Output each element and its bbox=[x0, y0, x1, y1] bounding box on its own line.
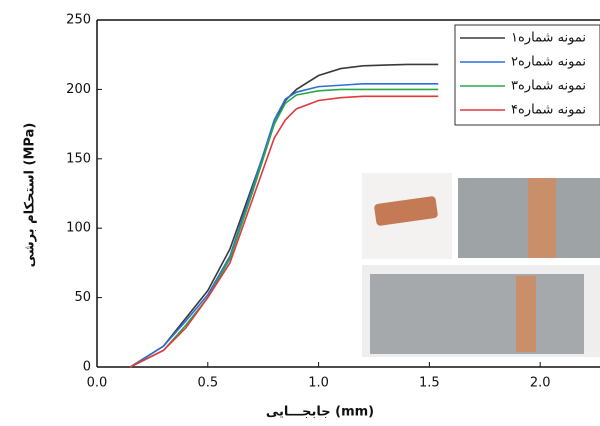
x-tick-label: 0.0 bbox=[87, 376, 108, 391]
x-tick-label: 1.5 bbox=[419, 376, 440, 391]
x-tick-label: 2.0 bbox=[530, 376, 551, 391]
y-tick-label: 100 bbox=[66, 221, 91, 236]
legend-label: نمونه شماره۱ bbox=[511, 31, 586, 46]
x-tick-label: 1.0 bbox=[308, 376, 329, 391]
legend-label: نمونه شماره۲ bbox=[511, 55, 586, 70]
y-tick-label: 250 bbox=[66, 13, 91, 28]
series-line bbox=[129, 83, 439, 368]
photo-weld bbox=[528, 178, 556, 258]
y-axis-label: استحکام برشی (MPa) bbox=[23, 123, 38, 268]
y-tick-label: 200 bbox=[66, 82, 91, 97]
photo-inset bbox=[362, 173, 600, 357]
photo-weld bbox=[516, 276, 536, 352]
series-line bbox=[129, 88, 439, 368]
photo-plate bbox=[370, 274, 584, 354]
legend-label: نمونه شماره۳ bbox=[511, 79, 586, 94]
legend-label: نمونه شماره۴ bbox=[511, 103, 586, 118]
y-tick-label: 50 bbox=[74, 290, 91, 305]
series-line bbox=[129, 95, 439, 368]
x-axis-label: جابجـــایی (mm) bbox=[266, 405, 374, 420]
y-tick-label: 0 bbox=[83, 360, 91, 375]
x-tick-label: 0.5 bbox=[197, 376, 218, 391]
photo-sample bbox=[374, 196, 438, 226]
legend-box bbox=[454, 24, 600, 126]
legend: نمونه شماره۱ نمونه شماره۲ نمونه شماره۳ نمون… bbox=[454, 24, 600, 126]
y-tick-label: 150 bbox=[66, 151, 91, 166]
